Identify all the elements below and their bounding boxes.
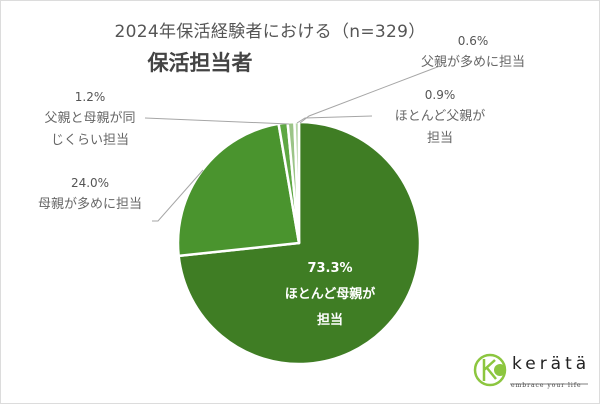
label-pct: 73.3% (307, 261, 353, 276)
label-text: ほとんど父親が (394, 109, 486, 124)
leader-line-more-father (299, 65, 441, 124)
label-text: 母親が多めに担当 (37, 197, 142, 212)
logo-wordmark: kerätä (512, 354, 591, 374)
label-pct: 0.9% (424, 88, 456, 102)
label-more-mother: 24.0% 母親が多めに担当 (20, 172, 160, 216)
label-text: じくらい担当 (50, 133, 129, 148)
label-text: 担当 (426, 131, 453, 146)
label-more-father: 0.6% 父親が多めに担当 (368, 30, 578, 74)
chart-title: 2024年保活経験者における（n=329） (114, 22, 426, 42)
chart-subtitle: 保活担当者 (147, 51, 253, 75)
leader-line-mostly-father (296, 115, 373, 124)
label-text: ほとんど母親が (284, 287, 376, 302)
label-text: 父親が多めに担当 (420, 55, 525, 70)
logo-tagline: embrace your life (511, 382, 582, 389)
pie-slices (176, 120, 422, 366)
kerata-logo-icon (473, 353, 588, 387)
label-mostly-father: 0.9% ほとんど父親が 担当 (365, 84, 515, 150)
leader-line-more-mother (152, 169, 204, 222)
label-pct: 1.2% (74, 90, 106, 104)
label-pct: 24.0% (70, 176, 110, 190)
label-text: 父親と母親が同 (44, 111, 136, 126)
label-text: 担当 (316, 313, 343, 328)
label-mostly-mother: 73.3% ほとんど母親が 担当 (260, 256, 400, 334)
label-pct: 0.6% (457, 34, 489, 48)
leader-lines (144, 65, 441, 222)
leader-line-equal (144, 117, 290, 125)
label-equal: 1.2% 父親と母親が同 じくらい担当 (20, 86, 160, 152)
